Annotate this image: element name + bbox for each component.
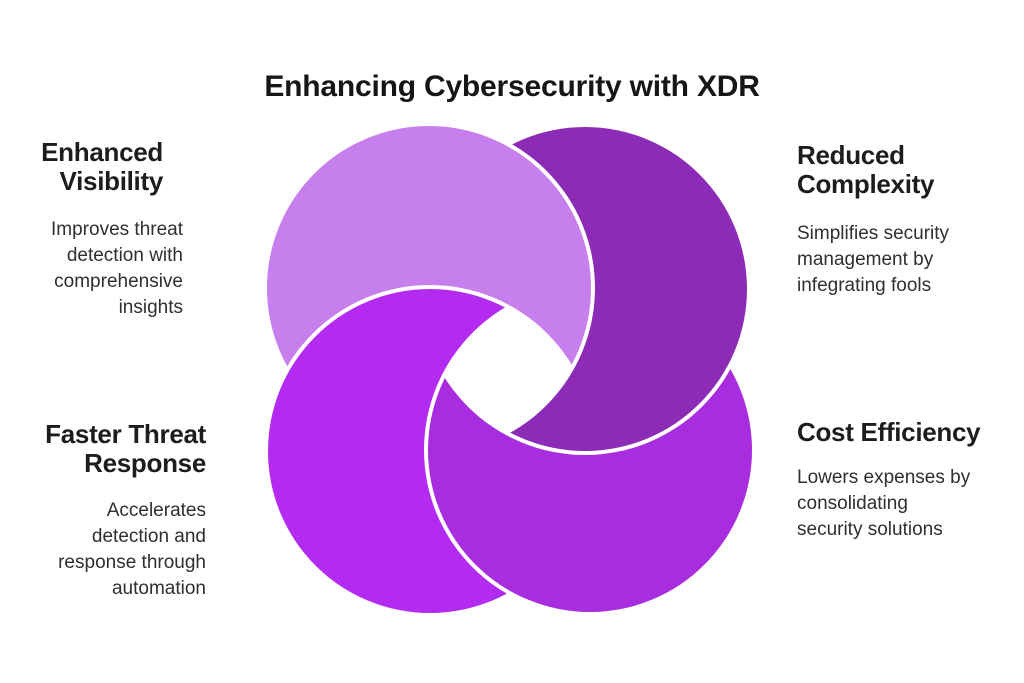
card-heading-line: Enhanced bbox=[41, 137, 163, 167]
card-body-line: security solutions bbox=[797, 519, 943, 540]
card-heading: Faster Threat Response bbox=[18, 420, 206, 478]
card-faster-threat-response: Faster Threat Response Accelerates detec… bbox=[18, 420, 206, 602]
card-body-line: infegrating fools bbox=[797, 275, 932, 296]
card-body: Improves threat detection with comprehen… bbox=[28, 217, 183, 321]
card-body-line: management by bbox=[797, 249, 934, 270]
page-title: Enhancing Cybersecurity with XDR bbox=[264, 70, 760, 104]
card-cost-efficiency: Cost Efficiency Lowers expenses by conso… bbox=[797, 418, 1007, 543]
card-enhanced-visibility: Enhanced Visibility Improves threat dete… bbox=[28, 138, 183, 321]
card-heading: Reduced Complexity bbox=[797, 141, 1007, 199]
card-body: Lowers expenses by consolidating securit… bbox=[797, 465, 1007, 543]
petal-faster-threat-response bbox=[268, 289, 592, 613]
card-body-line: Simplifies security bbox=[797, 223, 950, 244]
card-body: Accelerates detection and response throu… bbox=[18, 498, 206, 602]
card-heading-line: Cost Efficiency bbox=[797, 417, 981, 447]
card-body-line: detection and bbox=[91, 526, 206, 547]
card-heading-line: Faster Threat bbox=[45, 419, 206, 449]
card-body-line: automation bbox=[111, 578, 206, 599]
card-heading: Cost Efficiency bbox=[797, 418, 1007, 447]
card-heading-line: Visibility bbox=[59, 166, 164, 196]
card-heading-line: Complexity bbox=[797, 169, 935, 199]
card-body-line: comprehensive bbox=[54, 271, 183, 292]
card-body-line: consolidating bbox=[797, 493, 908, 514]
card-body-line: Lowers expenses by bbox=[797, 467, 971, 488]
card-heading-line: Reduced bbox=[797, 140, 905, 170]
card-heading: Enhanced Visibility bbox=[28, 138, 183, 196]
card-body: Simplifies security management by infegr… bbox=[797, 221, 1007, 299]
card-body-line: Improves threat bbox=[51, 219, 183, 240]
card-body-line: Accelerates bbox=[106, 500, 206, 521]
card-reduced-complexity: Reduced Complexity Simplifies security m… bbox=[797, 141, 1007, 299]
card-body-line: insights bbox=[118, 297, 183, 318]
card-body-line: detection with bbox=[66, 245, 183, 266]
card-heading-line: Response bbox=[84, 448, 206, 478]
card-body-line: response through bbox=[58, 552, 206, 573]
